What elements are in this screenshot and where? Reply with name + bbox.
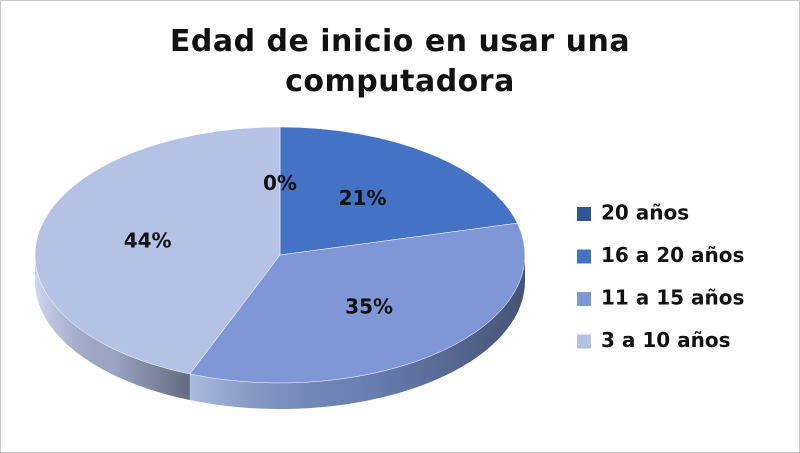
data-label: 44% <box>124 228 172 252</box>
pie-slice <box>34 126 281 375</box>
pie-side-shade <box>189 255 525 409</box>
legend-label: 16 a 20 años <box>601 243 744 267</box>
data-label: 0% <box>263 171 297 195</box>
legend-swatch <box>577 292 591 306</box>
data-label: 21% <box>339 186 387 210</box>
data-label: 35% <box>345 294 393 318</box>
legend-swatch <box>577 334 591 349</box>
legend-label: 20 años <box>601 201 689 225</box>
chart-title: Edad de inicio en usar una computadora <box>169 24 631 99</box>
legend-swatch <box>577 249 591 264</box>
legend-label: 11 a 15 años <box>601 286 744 310</box>
pie-slice <box>189 222 526 384</box>
legend-swatch <box>577 207 591 221</box>
pie-slice <box>279 126 518 256</box>
legend-label: 3 a 10 años <box>601 328 731 352</box>
pie-side-shade <box>35 255 190 401</box>
